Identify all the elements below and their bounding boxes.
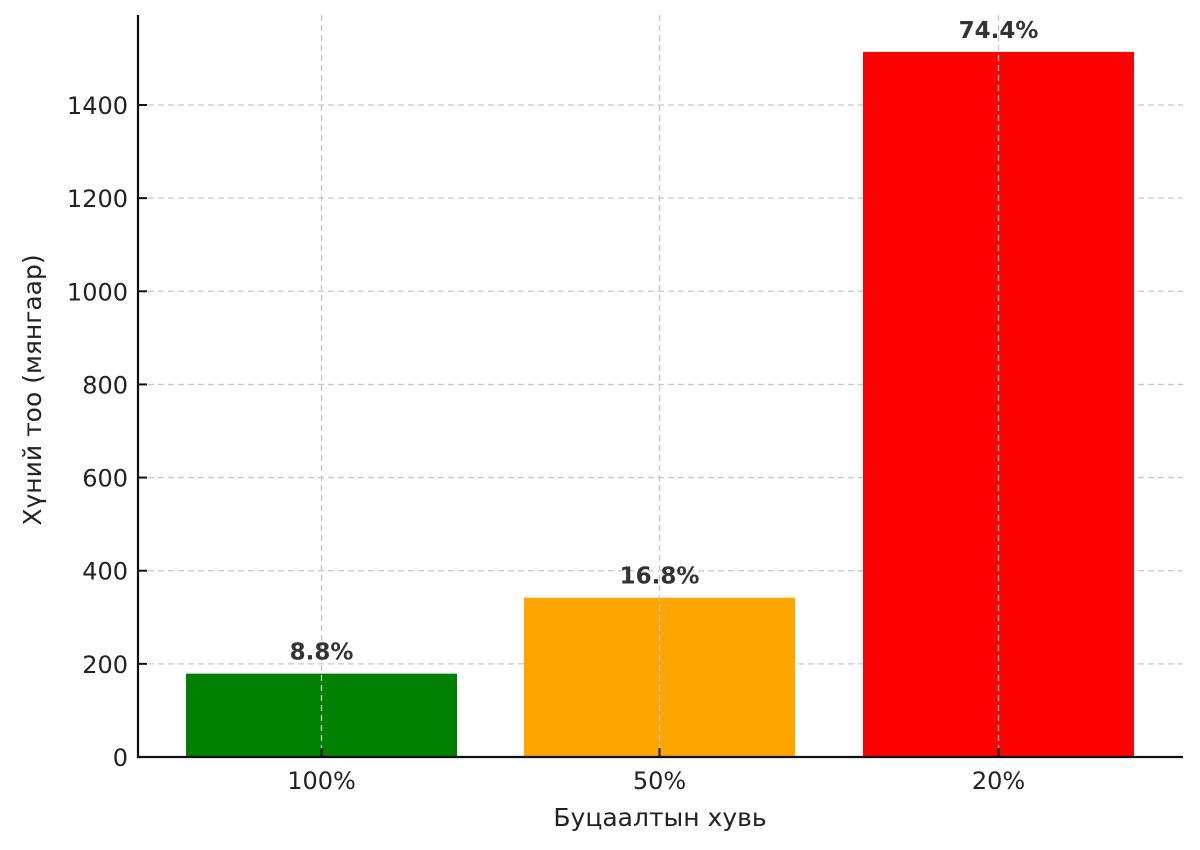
y-tick-label: 0	[113, 744, 128, 772]
y-tick-label: 1000	[67, 278, 128, 306]
bar-value-labels: 8.8% 16.8% 74.4%	[290, 18, 1039, 666]
x-axis-label: Буцаалтын хувь	[553, 803, 766, 832]
y-tick-label: 1200	[67, 185, 128, 213]
grid-lines	[138, 104, 1183, 665]
y-tick-label: 200	[82, 651, 128, 679]
y-tick-label: 600	[82, 465, 128, 493]
y-axis-ticks: 0 200 400 600 800 1000 1200 1400	[67, 92, 147, 772]
bar-value-label: 16.8%	[620, 564, 700, 590]
bar-value-label: 8.8%	[290, 640, 354, 666]
vertical-grid-lines	[320, 15, 1000, 757]
x-tick-label: 50%	[633, 767, 686, 795]
y-tick-label: 800	[82, 371, 128, 399]
y-axis-label: Хүний тоо (мянгаар)	[18, 254, 47, 525]
bar-value-label: 74.4%	[959, 18, 1039, 44]
x-tick-label: 20%	[972, 767, 1025, 795]
x-tick-label: 100%	[287, 767, 356, 795]
y-tick-label: 400	[82, 558, 128, 586]
y-tick-label: 1400	[67, 92, 128, 120]
x-axis-ticks: 100% 50% 20%	[287, 748, 1025, 795]
